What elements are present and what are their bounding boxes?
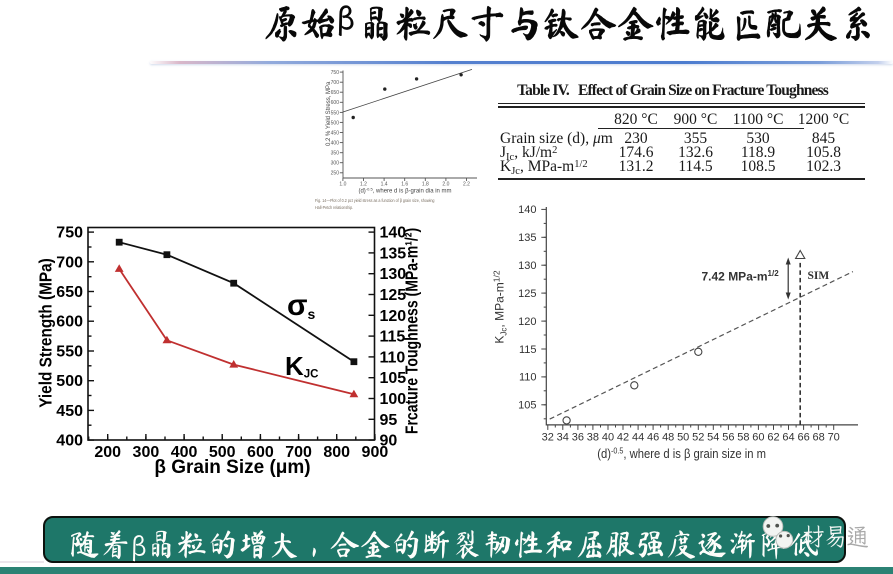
svg-text:Fig. 14—Plot of 0.2 pct yield: Fig. 14—Plot of 0.2 pct yield stress as … (315, 197, 435, 203)
svg-text:350: 350 (331, 151, 340, 157)
svg-text:450: 450 (331, 130, 340, 136)
svg-text:130: 130 (380, 266, 407, 283)
svg-text:1.2: 1.2 (360, 182, 367, 188)
svg-text:62: 62 (767, 432, 779, 444)
svg-text:400: 400 (171, 444, 198, 461)
svg-text:130: 130 (518, 260, 536, 272)
svg-text:42: 42 (617, 432, 629, 444)
svg-text:1.0: 1.0 (339, 182, 346, 188)
svg-text:120: 120 (380, 308, 407, 325)
svg-text:400: 400 (331, 141, 340, 147)
svg-text:550: 550 (331, 110, 340, 116)
svg-text:68: 68 (812, 432, 824, 444)
svg-text:Yield Strength (MPa): Yield Strength (MPa) (35, 258, 55, 407)
svg-text:β Grain Size (μm): β Grain Size (μm) (154, 457, 310, 478)
svg-text:750: 750 (56, 225, 83, 242)
svg-text:110: 110 (380, 349, 406, 366)
svg-text:KJc, MPa-m1/2: KJc, MPa-m1/2 (492, 270, 509, 343)
svg-text:95: 95 (380, 412, 398, 429)
svg-text:140: 140 (380, 225, 407, 242)
svg-text:38: 38 (587, 432, 599, 444)
svg-text:110: 110 (519, 372, 537, 384)
svg-text:40: 40 (602, 432, 614, 444)
svg-text:34: 34 (557, 432, 569, 444)
svg-text:58: 58 (737, 432, 749, 444)
svg-text:500: 500 (209, 444, 236, 461)
svg-text:700: 700 (285, 444, 312, 461)
svg-text:300: 300 (331, 161, 340, 167)
svg-text:7.42 MPa-m1/2: 7.42 MPa-m1/2 (702, 269, 780, 284)
svg-text:450: 450 (56, 403, 83, 420)
svg-text:500: 500 (331, 120, 340, 126)
svg-text:44: 44 (632, 432, 644, 444)
svg-text:135: 135 (380, 245, 407, 262)
svg-text:115: 115 (519, 344, 537, 356)
svg-text:600: 600 (56, 314, 83, 331)
svg-text:(d)-0.5, where d is β-grain di: (d)-0.5, where d is β-grain dia in mm (358, 187, 451, 195)
svg-text:52: 52 (692, 432, 704, 444)
svg-text:Hall-Petch relationship.: Hall-Petch relationship. (315, 204, 353, 210)
svg-text:60: 60 (752, 432, 764, 444)
svg-text:140: 140 (518, 204, 536, 216)
svg-text:100: 100 (380, 391, 407, 408)
svg-text:1.6: 1.6 (401, 182, 408, 188)
svg-text:550: 550 (56, 344, 83, 361)
svg-text:64: 64 (782, 432, 794, 444)
svg-text:400: 400 (56, 433, 83, 450)
svg-text:66: 66 (797, 432, 809, 444)
svg-text:300: 300 (133, 444, 160, 461)
svg-text:50: 50 (677, 432, 689, 444)
svg-text:32: 32 (542, 432, 554, 444)
svg-text:750: 750 (331, 70, 340, 76)
svg-text:36: 36 (572, 432, 584, 444)
svg-text:2.0: 2.0 (442, 182, 449, 188)
svg-text:48: 48 (662, 432, 674, 444)
svg-text:(d)-0.5, where d is β grain si: (d)-0.5, where d is β grain size in m (597, 446, 766, 461)
svg-text:135: 135 (518, 232, 536, 244)
svg-text:125: 125 (380, 287, 407, 304)
svg-text:105: 105 (518, 400, 536, 412)
svg-text:90: 90 (380, 433, 398, 450)
svg-text:250: 250 (331, 171, 340, 177)
svg-text:600: 600 (247, 444, 274, 461)
svg-text:70: 70 (828, 432, 840, 444)
svg-text:200: 200 (94, 444, 121, 461)
svg-text:46: 46 (647, 432, 659, 444)
svg-text:115: 115 (380, 329, 406, 346)
svg-text:KJC: KJC (285, 351, 318, 381)
svg-text:650: 650 (331, 90, 340, 96)
svg-text:Frcature Toughness (MPa-m¹/²): Frcature Toughness (MPa-m¹/²) (402, 228, 422, 434)
svg-text:2.2: 2.2 (463, 182, 470, 188)
svg-text:125: 125 (518, 288, 536, 300)
svg-text:0.2 % Yield Stress, MPa: 0.2 % Yield Stress, MPa (326, 81, 332, 146)
svg-text:500: 500 (56, 373, 83, 390)
svg-text:600: 600 (331, 100, 340, 106)
svg-text:SIM: SIM (808, 270, 830, 282)
svg-text:800: 800 (323, 444, 350, 461)
svg-text:1.4: 1.4 (381, 182, 388, 188)
svg-text:700: 700 (56, 254, 83, 271)
svg-text:56: 56 (722, 432, 734, 444)
svg-text:900: 900 (362, 444, 389, 461)
svg-text:1.8: 1.8 (422, 182, 429, 188)
svg-text:54: 54 (707, 432, 719, 444)
svg-text:σs: σs (287, 289, 316, 322)
svg-text:105: 105 (380, 370, 407, 387)
svg-text:120: 120 (518, 316, 536, 328)
svg-text:650: 650 (56, 284, 83, 301)
svg-text:700: 700 (331, 80, 340, 86)
